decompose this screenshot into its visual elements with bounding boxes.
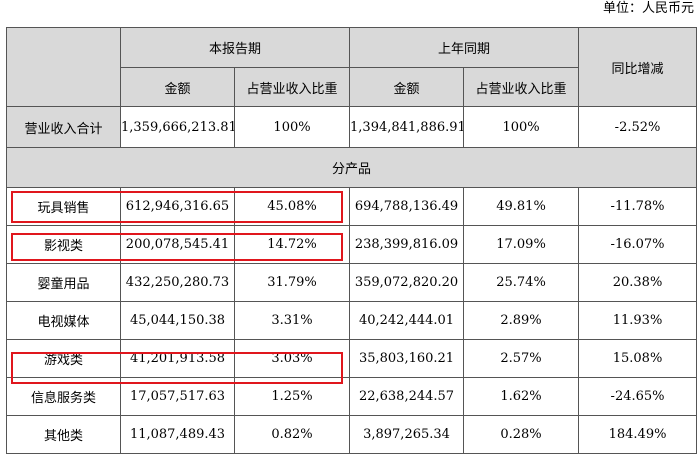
- previous-share-cell: 0.28%: [463, 415, 580, 454]
- current-share-cell: 3.31%: [233, 301, 351, 340]
- table-row: 游戏类 41,201,913.58 3.03% 35,803,160.21 2.…: [6, 339, 698, 378]
- revenue-table: 本报告期 上年同期 同比增减 金额 占营业收入比重 金额 占营业收入比重 营业收…: [5, 27, 698, 454]
- current-amount-header: 金额: [120, 67, 235, 107]
- yoy-cell: 184.49%: [578, 415, 698, 454]
- table-row: 电视媒体 45,044,150.38 3.31% 40,242,444.01 2…: [6, 301, 698, 340]
- previous-share-cell: 49.81%: [463, 187, 580, 226]
- current-share-header: 占营业收入比重: [233, 67, 351, 107]
- previous-amount-cell: 40,242,444.01: [349, 301, 465, 340]
- row-label: 婴童用品: [6, 263, 121, 302]
- yoy-cell: 20.38%: [578, 263, 698, 302]
- current-amount-cell: 612,946,316.65: [120, 187, 235, 226]
- table-row: 其他类 11,087,489.43 0.82% 3,897,265.34 0.2…: [6, 415, 698, 454]
- current-amount-cell: 432,250,280.73: [120, 263, 235, 302]
- total-yoy: -2.52%: [578, 106, 698, 148]
- total-previous-share: 100%: [463, 106, 580, 148]
- total-label: 营业收入合计: [6, 106, 121, 148]
- current-share-cell: 1.25%: [233, 377, 351, 416]
- current-amount-cell: 17,057,517.63: [120, 377, 235, 416]
- table-row: 玩具销售 612,946,316.65 45.08% 694,788,136.4…: [6, 187, 698, 226]
- current-amount-cell: 11,087,489.43: [120, 415, 235, 454]
- header-row-2: 金额 占营业收入比重 金额 占营业收入比重: [7, 67, 697, 107]
- previous-share-header: 占营业收入比重: [463, 67, 580, 107]
- yoy-cell: 11.93%: [578, 301, 698, 340]
- table-row: 信息服务类 17,057,517.63 1.25% 22,638,244.57 …: [6, 377, 698, 416]
- row-label: 信息服务类: [6, 377, 121, 416]
- row-label: 电视媒体: [6, 301, 121, 340]
- yoy-cell: -16.07%: [578, 225, 698, 264]
- previous-share-cell: 25.74%: [463, 263, 580, 302]
- table-row: 影视类 200,078,545.41 14.72% 238,399,816.09…: [6, 225, 698, 264]
- previous-amount-cell: 238,399,816.09: [349, 225, 465, 264]
- section-row: 分产品: [5, 147, 698, 188]
- current-share-cell: 14.72%: [233, 225, 351, 264]
- total-row: 营业收入合计 1,359,666,213.81 100% 1,394,841,8…: [6, 106, 698, 148]
- table-row: 婴童用品 432,250,280.73 31.79% 359,072,820.2…: [6, 263, 698, 302]
- total-current-amount: 1,359,666,213.81: [120, 106, 235, 148]
- previous-amount-cell: 3,897,265.34: [349, 415, 465, 454]
- yoy-change-header: 同比增减: [578, 27, 698, 107]
- previous-amount-cell: 35,803,160.21: [349, 339, 465, 378]
- row-label: 玩具销售: [6, 187, 121, 226]
- current-amount-cell: 41,201,913.58: [120, 339, 235, 378]
- previous-share-cell: 2.57%: [463, 339, 580, 378]
- previous-share-cell: 2.89%: [463, 301, 580, 340]
- total-previous-amount: 1,394,841,886.91: [349, 106, 465, 148]
- current-amount-cell: 200,078,545.41: [120, 225, 235, 264]
- total-current-share: 100%: [233, 106, 351, 148]
- current-share-cell: 31.79%: [233, 263, 351, 302]
- current-share-cell: 0.82%: [233, 415, 351, 454]
- row-label: 其他类: [6, 415, 121, 454]
- header-row-1: 本报告期 上年同期 同比增减: [6, 27, 698, 107]
- previous-amount-cell: 359,072,820.20: [349, 263, 465, 302]
- corner-cell: [6, 27, 121, 107]
- current-share-cell: 3.03%: [233, 339, 351, 378]
- section-label: 分产品: [5, 147, 698, 188]
- previous-period-header: 上年同期: [349, 27, 580, 68]
- previous-share-cell: 17.09%: [463, 225, 580, 264]
- yoy-cell: -11.78%: [578, 187, 698, 226]
- unit-label: 单位：人民币元: [602, 1, 694, 16]
- row-label: 影视类: [6, 225, 121, 264]
- previous-share-cell: 1.62%: [463, 377, 580, 416]
- current-period-header: 本报告期: [119, 27, 351, 68]
- row-label: 游戏类: [6, 339, 121, 378]
- yoy-cell: -24.65%: [578, 377, 698, 416]
- yoy-cell: 15.08%: [578, 339, 698, 378]
- previous-amount-cell: 694,788,136.49: [349, 187, 465, 226]
- current-amount-cell: 45,044,150.38: [120, 301, 235, 340]
- current-share-cell: 45.08%: [233, 187, 351, 226]
- previous-amount-cell: 22,638,244.57: [349, 377, 465, 416]
- previous-amount-header: 金额: [349, 67, 465, 107]
